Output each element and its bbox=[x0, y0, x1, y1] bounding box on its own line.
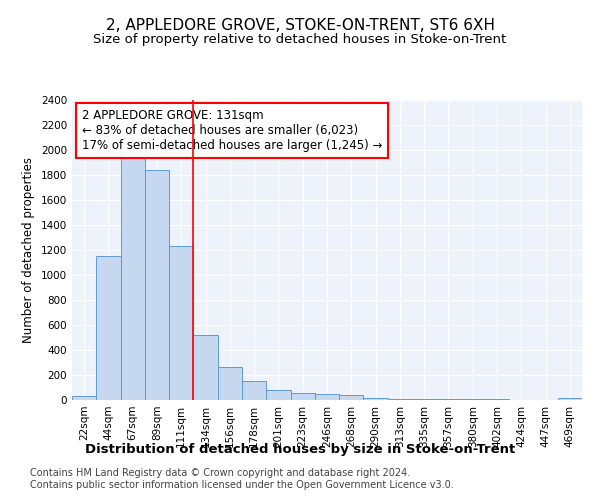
Y-axis label: Number of detached properties: Number of detached properties bbox=[22, 157, 35, 343]
Bar bbox=[96, 256, 121, 400]
Bar bbox=[193, 335, 218, 400]
Bar bbox=[72, 396, 96, 400]
Bar bbox=[242, 380, 266, 400]
Bar bbox=[169, 246, 193, 400]
Bar bbox=[412, 399, 436, 400]
Text: 2 APPLEDORE GROVE: 131sqm
← 83% of detached houses are smaller (6,023)
17% of se: 2 APPLEDORE GROVE: 131sqm ← 83% of detac… bbox=[82, 109, 383, 152]
Bar bbox=[121, 156, 145, 400]
Bar bbox=[290, 393, 315, 400]
Text: Contains HM Land Registry data © Crown copyright and database right 2024.: Contains HM Land Registry data © Crown c… bbox=[30, 468, 410, 477]
Text: Contains public sector information licensed under the Open Government Licence v3: Contains public sector information licen… bbox=[30, 480, 454, 490]
Bar bbox=[218, 367, 242, 400]
Bar bbox=[339, 395, 364, 400]
Text: Distribution of detached houses by size in Stoke-on-Trent: Distribution of detached houses by size … bbox=[85, 442, 515, 456]
Bar bbox=[558, 398, 582, 400]
Bar bbox=[266, 390, 290, 400]
Bar bbox=[315, 394, 339, 400]
Bar bbox=[364, 398, 388, 400]
Bar bbox=[436, 399, 461, 400]
Text: Size of property relative to detached houses in Stoke-on-Trent: Size of property relative to detached ho… bbox=[94, 32, 506, 46]
Bar bbox=[145, 170, 169, 400]
Bar bbox=[388, 399, 412, 400]
Text: 2, APPLEDORE GROVE, STOKE-ON-TRENT, ST6 6XH: 2, APPLEDORE GROVE, STOKE-ON-TRENT, ST6 … bbox=[106, 18, 494, 32]
